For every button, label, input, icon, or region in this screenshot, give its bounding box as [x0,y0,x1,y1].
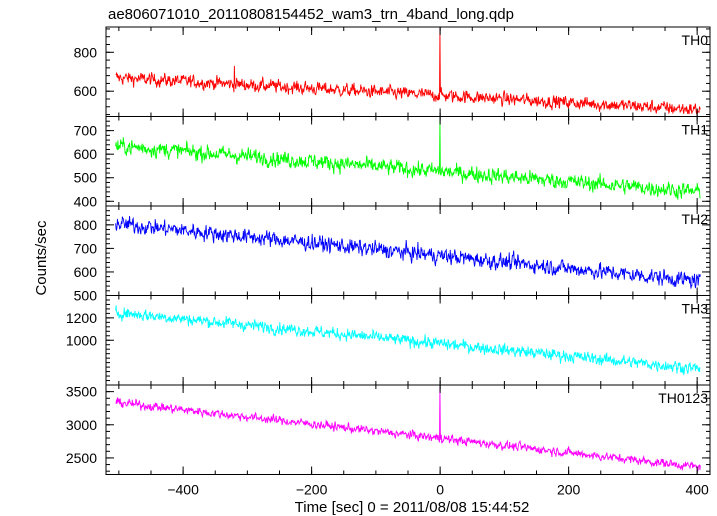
series-line-th0123 [115,386,701,472]
y-axis-label: Counts/sec [33,220,50,296]
panel-th2: 500 600 700 800 TH2 [74,205,711,304]
y-tick-label: 2500 [66,450,97,466]
x-tick-label: 400 [685,482,709,498]
y-tick-label: 1200 [66,310,97,326]
y-tick-label: 700 [74,240,98,256]
y-tick-label: 800 [74,44,98,60]
y-tick-label: 700 [74,123,98,139]
y-tick-label: 3500 [66,384,97,400]
series-line-th0 [115,27,701,115]
panel-frame [105,116,711,207]
series-line-th2 [115,215,701,289]
panel-label-th3: TH3 [682,301,709,317]
y-tick-label: 600 [74,83,98,99]
panel-th1: 400 500 600 700 TH1 [74,116,711,209]
series-line-th1 [115,117,701,200]
series-line-th3 [115,305,701,376]
panel-th3: 1000 1200 TH3 [66,295,711,386]
panel-label-th2: TH2 [682,211,709,227]
y-tick-label: 800 [74,217,98,233]
x-axis-label: Time [sec] 0 = 2011/08/08 15:44:52 [295,499,530,516]
panel-th0123: 2500 3000 3500 TH0123 [66,384,711,475]
y-tick-label: 500 [74,170,98,186]
chart-title: ae806071010_20110808154452_wam3_trn_4ban… [108,6,514,23]
y-tick-label: 1000 [66,332,97,348]
x-tick-label: 200 [557,482,581,498]
y-tick-label: 600 [74,264,98,280]
panel-frame [105,26,711,117]
panel-label-th0123: TH0123 [658,390,708,406]
y-tick-label: 600 [74,146,98,162]
x-tick-label: −400 [167,482,199,498]
panel-label-th0: TH0 [682,32,709,48]
y-tick-label: 3000 [66,417,97,433]
panel-th0: 600 800 TH0 [74,26,711,117]
x-tick-label: 0 [436,482,444,498]
x-tick-label: −200 [296,482,328,498]
panels-group: 600 800 TH0 400 500 600 700 TH1 500 600 700 800 TH2 1… [66,26,711,498]
panel-label-th1: TH1 [682,122,709,138]
y-tick-label: 500 [74,288,98,304]
y-tick-label: 400 [74,193,98,209]
